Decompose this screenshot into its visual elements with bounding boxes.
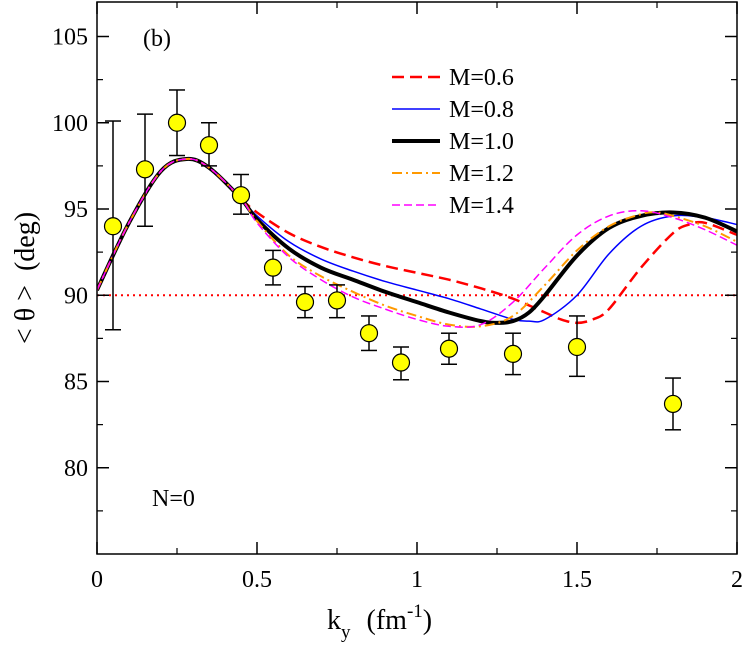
- x-axis-label-unit-sup: -1: [407, 601, 423, 622]
- x-axis-label-main: k: [327, 605, 341, 636]
- legend-item-m-0-8: M=0.8: [392, 97, 514, 123]
- legend-label: M=0.8: [449, 97, 514, 123]
- data-point: [135, 113, 155, 227]
- data-point: [359, 315, 379, 352]
- data-point: [167, 89, 187, 157]
- y-axis-label: < θ > (deg): [10, 212, 41, 344]
- x-axis-label-sub: y: [341, 622, 351, 643]
- x-axis-label-unit-close: ): [423, 605, 432, 636]
- data-marker: [231, 186, 251, 205]
- series-layer: [97, 156, 737, 329]
- data-marker: [295, 293, 315, 312]
- data-marker: [503, 344, 523, 363]
- data-point: [327, 284, 347, 319]
- x-tick-label: 1.5: [562, 567, 592, 593]
- data-marker: [391, 353, 411, 372]
- ticks-layer: 0 0.5 1 1.5 2 80 85 90 95 100 105: [52, 2, 743, 593]
- annotation-n0: N=0: [152, 486, 195, 512]
- y-tick-label: 100: [52, 111, 88, 137]
- data-marker: [135, 160, 155, 179]
- data-marker: [263, 258, 283, 277]
- data-point: [391, 346, 411, 381]
- legend-label: M=0.6: [449, 65, 514, 91]
- data-point: [103, 120, 123, 331]
- data-point: [231, 173, 251, 215]
- data-point: [439, 332, 459, 365]
- x-tick-label: 1: [411, 567, 423, 593]
- legend-label: M=1.0: [449, 129, 514, 155]
- data-marker: [663, 394, 683, 414]
- legend-item-m-0-6: M=0.6: [392, 65, 514, 91]
- legend-label: M=1.2: [449, 161, 514, 187]
- x-tick-label: 0.5: [242, 567, 272, 593]
- y-tick-label: 95: [64, 197, 88, 223]
- legend-item-m-1-2: M=1.2: [392, 161, 514, 187]
- legend-item-m-1-4: M=1.4: [392, 193, 514, 219]
- data-points-layer: [103, 89, 683, 431]
- data-point: [263, 249, 283, 286]
- data-marker: [439, 339, 459, 358]
- data-marker: [359, 324, 379, 343]
- legend-item-m-1-0: M=1.0: [392, 129, 514, 155]
- data-point: [503, 332, 523, 376]
- data-point: [567, 315, 587, 378]
- x-tick-label: 2: [731, 567, 743, 593]
- x-axis-label: ky (fm-1): [327, 601, 432, 643]
- panel-label: (b): [143, 26, 171, 52]
- legend-label: M=1.4: [449, 193, 514, 219]
- data-marker: [327, 291, 347, 310]
- series-line-m-1-2: [97, 157, 737, 328]
- data-marker: [567, 337, 587, 357]
- data-point: [663, 377, 683, 431]
- y-tick-label: 105: [52, 25, 88, 51]
- x-axis-label-unit-open: (fm: [367, 605, 408, 636]
- legend: M=0.6 M=0.8 M=1.0 M=1.2 M=1.4: [392, 65, 514, 219]
- y-tick-label: 80: [64, 456, 88, 482]
- data-point: [295, 285, 315, 319]
- series-line-m-1-4: [97, 158, 737, 329]
- data-marker: [103, 217, 123, 236]
- data-marker: [167, 113, 187, 132]
- y-tick-label: 90: [64, 283, 88, 309]
- y-tick-label: 85: [64, 370, 88, 396]
- x-tick-label: 0: [91, 567, 103, 593]
- data-marker: [199, 136, 219, 155]
- data-point: [199, 122, 219, 167]
